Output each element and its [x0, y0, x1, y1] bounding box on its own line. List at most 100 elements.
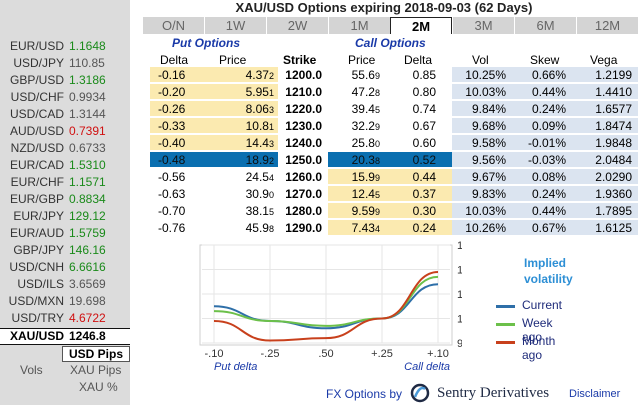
vega-value: 2.0290	[595, 170, 632, 184]
strike-cell: 1250.0	[278, 152, 322, 168]
skew-cell: -0.03%	[514, 152, 574, 168]
currency-pair-row[interactable]: NZD/USD 0.6733	[0, 140, 130, 157]
pair-name: USD/CAD	[9, 107, 64, 121]
skew-value: -0.03%	[527, 153, 566, 167]
units-xau-percent-option[interactable]: XAU %	[79, 380, 118, 394]
vega-cell: 1.2199	[574, 67, 638, 83]
currency-pair-row[interactable]: EUR/GBP 0.8834	[0, 191, 130, 208]
vol-value: 9.84%	[471, 102, 506, 116]
pair-name: USD/MXN	[8, 294, 64, 308]
currency-pair-row[interactable]: AUD/USD 0.7391	[0, 123, 130, 140]
strike-value: 1210.0	[285, 85, 322, 99]
tab-3m[interactable]: 3M	[452, 17, 514, 34]
pair-name: XAU/USD	[9, 329, 64, 343]
put-price-subdigit: 3	[268, 139, 274, 149]
put-price-cell: 14.43	[208, 135, 278, 151]
call-price-value: 55.6	[351, 68, 375, 82]
table-row[interactable]: -0.20 5.951 1210.0 47.28 0.80 10.03% 0.44% 1.44…	[142, 84, 638, 101]
tab-1m[interactable]: 1M	[328, 17, 390, 34]
tab-2w[interactable]: 2W	[266, 17, 328, 34]
disclaimer-link[interactable]: Disclaimer	[569, 388, 621, 400]
skew-cell: 0.08%	[514, 169, 574, 185]
currency-pair-row[interactable]: USD/CAD 1.3144	[0, 106, 130, 123]
vega-cell: 1.6577	[574, 101, 638, 117]
call-price-value: 47.2	[351, 85, 375, 99]
vol-value: 10.03%	[465, 204, 506, 218]
currency-pair-row[interactable]: GBP/JPY 146.16	[0, 242, 130, 259]
pair-rate: 1.3144	[69, 107, 106, 121]
vega-cell: 1.6125	[574, 220, 638, 236]
vol-value: 10.26%	[465, 221, 506, 235]
tab-on[interactable]: O/N	[142, 17, 204, 34]
call-delta-value: 0.80	[412, 85, 436, 99]
tab-12m[interactable]: 12M	[576, 17, 638, 34]
table-row[interactable]: -0.40 14.43 1240.0 25.80 0.60 9.58% -0.01% 1.98…	[142, 135, 638, 152]
page-title: XAU/USD Options expiring 2018-09-03 (62 …	[235, 0, 533, 15]
currency-pair-row[interactable]: XAU/USD 1246.8	[0, 328, 130, 345]
put-price-subdigit: 0	[268, 190, 274, 200]
currency-pair-row[interactable]: EUR/JPY 129.12	[0, 208, 130, 225]
currency-pair-row[interactable]: USD/JPY 110.85	[0, 55, 130, 72]
skew-cell: 0.24%	[514, 101, 574, 117]
table-row[interactable]: -0.63 30.90 1270.0 12.45 0.37 9.83% 0.24% 1.936…	[142, 186, 638, 203]
footer-brand[interactable]: Sentry Derivatives	[437, 385, 550, 401]
call-delta-cell: 0.67	[384, 118, 452, 134]
call-delta-value: 0.44	[412, 170, 436, 184]
skew-cell: 0.44%	[514, 203, 574, 219]
tab-1w[interactable]: 1W	[204, 17, 266, 34]
pair-name: USD/JPY	[13, 56, 64, 70]
units-selected-button[interactable]: USD Pips	[62, 346, 130, 362]
currency-pair-row[interactable]: USD/ILS 3.6569	[0, 276, 130, 293]
currency-pair-row[interactable]: EUR/AUD 1.5759	[0, 225, 130, 242]
table-row[interactable]: -0.56 24.54 1260.0 15.99 0.44 9.67% 0.08% 2.029…	[142, 169, 638, 186]
table-row[interactable]: -0.33 10.81 1230.0 32.29 0.67 9.68% 0.09% 1.847…	[142, 118, 638, 135]
put-delta-value: -0.56	[158, 170, 186, 184]
strike-value: 1270.0	[285, 187, 322, 201]
skew-cell: 0.09%	[514, 118, 574, 134]
table-row[interactable]: -0.70 38.15 1280.0 9.599 0.30 10.03% 0.44% 1.78…	[142, 203, 638, 220]
table-row[interactable]: -0.76 45.98 1290.0 7.434 0.24 10.26% 0.67% 1.61…	[142, 220, 638, 237]
tab-6m[interactable]: 6M	[514, 17, 576, 34]
table-row[interactable]: -0.26 8.063 1220.0 39.45 0.74 9.84% 0.24% 1.657…	[142, 101, 638, 118]
put-price-cell: 38.15	[208, 203, 278, 219]
pair-name: AUD/USD	[9, 124, 64, 138]
legend-week-swatch	[496, 323, 515, 326]
put-price-subdigit: 2	[268, 71, 274, 81]
skew-value: 0.08%	[531, 170, 566, 184]
call-delta-header: Delta	[404, 53, 433, 67]
legend-title-line2: volatility	[524, 272, 573, 286]
currency-pair-row[interactable]: GBP/USD 1.3186	[0, 72, 130, 89]
call-price-subdigit: 9	[374, 207, 380, 217]
call-price-value: 7.43	[351, 221, 375, 235]
table-row[interactable]: -0.16 4.372 1200.0 55.69 0.85 10.25% 0.66% 1.21…	[142, 67, 638, 84]
call-price-header: Price	[348, 53, 376, 67]
skew-cell: 0.67%	[514, 220, 574, 236]
currency-pair-row[interactable]: USD/MXN 19.698	[0, 293, 130, 310]
put-delta-header: Delta	[160, 53, 189, 67]
vol-value: 10.03%	[465, 85, 506, 99]
currency-pair-panel: EUR/USD 1.1648 USD/JPY 110.85 GBP/USD 1.3186 U…	[0, 0, 130, 405]
currency-pair-row[interactable]: EUR/USD 1.1648	[0, 38, 130, 55]
currency-pair-row[interactable]: EUR/CHF 1.1571	[0, 174, 130, 191]
skew-value: 0.44%	[531, 85, 566, 99]
vol-value: 9.67%	[471, 170, 506, 184]
vega-value: 1.6125	[595, 221, 632, 235]
currency-pair-row[interactable]: USD/TRY 4.6722	[0, 310, 130, 327]
skew-cell: 0.66%	[514, 67, 574, 83]
strike-cell: 1230.0	[278, 118, 322, 134]
pair-name: EUR/GBP	[9, 192, 64, 206]
tab-2m[interactable]: 2M	[390, 17, 452, 34]
call-price-cell: 32.29	[328, 118, 384, 134]
pair-name: EUR/USD	[9, 39, 64, 53]
units-xau-pips-option[interactable]: XAU Pips	[70, 363, 122, 377]
currency-pair-row[interactable]: EUR/CAD 1.5310	[0, 157, 130, 174]
vol-cell: 9.56%	[452, 152, 514, 168]
put-delta-value: -0.76	[158, 221, 186, 235]
vega-value: 1.4410	[595, 85, 632, 99]
legend-current-swatch	[496, 305, 515, 308]
table-row[interactable]: -0.48 18.92 1250.0 20.38 0.52 9.56% -0.03% 2.04…	[142, 152, 638, 169]
put-price-subdigit: 2	[268, 156, 274, 166]
currency-pair-row[interactable]: USD/CHF 0.9934	[0, 89, 130, 106]
currency-pair-row[interactable]: USD/CNH 6.6616	[0, 259, 130, 276]
units-vols-label[interactable]: Vols	[20, 363, 43, 377]
